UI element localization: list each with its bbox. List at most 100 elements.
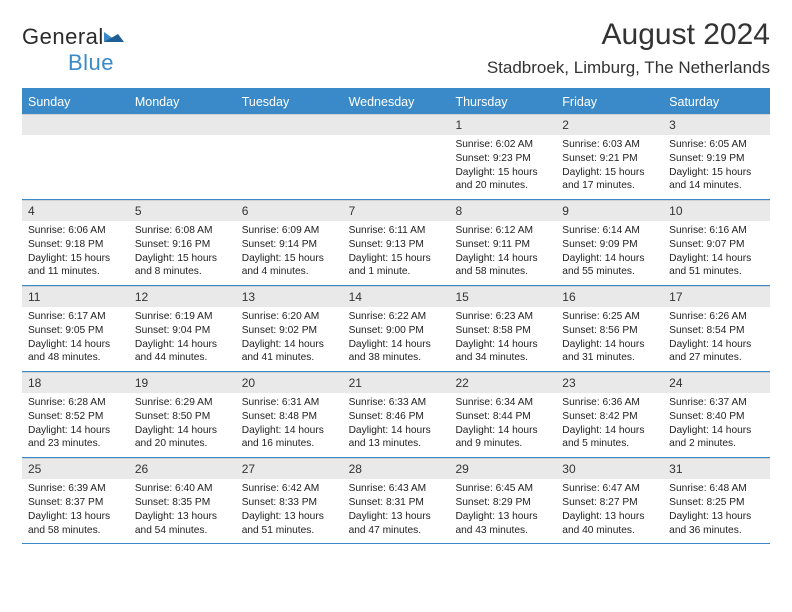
brand-logo: General Blue [22,24,124,76]
sunrise-text: Sunrise: 6:09 AM [242,224,337,238]
day-details: Sunrise: 6:11 AMSunset: 9:13 PMDaylight:… [343,221,450,285]
calendar-day: 26Sunrise: 6:40 AMSunset: 8:35 PMDayligh… [129,458,236,543]
calendar-day: 18Sunrise: 6:28 AMSunset: 8:52 PMDayligh… [22,372,129,457]
day-details: Sunrise: 6:22 AMSunset: 9:00 PMDaylight:… [343,307,450,371]
calendar-week: 25Sunrise: 6:39 AMSunset: 8:37 PMDayligh… [22,458,770,544]
day-number: 14 [343,286,450,307]
calendar-day: 3Sunrise: 6:05 AMSunset: 9:19 PMDaylight… [663,114,770,199]
day-details: Sunrise: 6:33 AMSunset: 8:46 PMDaylight:… [343,393,450,457]
calendar-day: 20Sunrise: 6:31 AMSunset: 8:48 PMDayligh… [236,372,343,457]
daylight-text: Daylight: 14 hours and 9 minutes. [455,424,550,452]
sunset-text: Sunset: 9:09 PM [562,238,657,252]
day-number: 18 [22,372,129,393]
daylight-text: Daylight: 13 hours and 43 minutes. [455,510,550,538]
day-details: Sunrise: 6:03 AMSunset: 9:21 PMDaylight:… [556,135,663,199]
sunset-text: Sunset: 9:16 PM [135,238,230,252]
sunset-text: Sunset: 9:14 PM [242,238,337,252]
sunset-text: Sunset: 8:48 PM [242,410,337,424]
daylight-text: Daylight: 14 hours and 20 minutes. [135,424,230,452]
day-number [22,114,129,135]
calendar-day: 4Sunrise: 6:06 AMSunset: 9:18 PMDaylight… [22,200,129,285]
calendar-day: 25Sunrise: 6:39 AMSunset: 8:37 PMDayligh… [22,458,129,543]
day-details: Sunrise: 6:26 AMSunset: 8:54 PMDaylight:… [663,307,770,371]
day-details: Sunrise: 6:17 AMSunset: 9:05 PMDaylight:… [22,307,129,371]
sunrise-text: Sunrise: 6:28 AM [28,396,123,410]
daylight-text: Daylight: 13 hours and 51 minutes. [242,510,337,538]
daylight-text: Daylight: 14 hours and 48 minutes. [28,338,123,366]
day-number: 29 [449,458,556,479]
logo-word-2: Blue [68,50,114,75]
calendar-day: 30Sunrise: 6:47 AMSunset: 8:27 PMDayligh… [556,458,663,543]
sunrise-text: Sunrise: 6:42 AM [242,482,337,496]
day-number [129,114,236,135]
calendar-day [343,114,450,199]
sunrise-text: Sunrise: 6:23 AM [455,310,550,324]
day-details: Sunrise: 6:34 AMSunset: 8:44 PMDaylight:… [449,393,556,457]
sunset-text: Sunset: 9:00 PM [349,324,444,338]
calendar-week: 18Sunrise: 6:28 AMSunset: 8:52 PMDayligh… [22,372,770,458]
sunrise-text: Sunrise: 6:29 AM [135,396,230,410]
sunset-text: Sunset: 9:04 PM [135,324,230,338]
day-number: 6 [236,200,343,221]
calendar-day: 28Sunrise: 6:43 AMSunset: 8:31 PMDayligh… [343,458,450,543]
sunset-text: Sunset: 8:25 PM [669,496,764,510]
calendar-day: 21Sunrise: 6:33 AMSunset: 8:46 PMDayligh… [343,372,450,457]
sunrise-text: Sunrise: 6:11 AM [349,224,444,238]
sunrise-text: Sunrise: 6:02 AM [455,138,550,152]
sunset-text: Sunset: 8:27 PM [562,496,657,510]
daylight-text: Daylight: 14 hours and 23 minutes. [28,424,123,452]
dow-sunday: Sunday [22,90,129,114]
calendar-day [236,114,343,199]
calendar-page: General Blue August 2024 Stadbroek, Limb… [0,0,792,612]
sunset-text: Sunset: 8:40 PM [669,410,764,424]
day-details: Sunrise: 6:19 AMSunset: 9:04 PMDaylight:… [129,307,236,371]
sunrise-text: Sunrise: 6:40 AM [135,482,230,496]
daylight-text: Daylight: 14 hours and 5 minutes. [562,424,657,452]
sunset-text: Sunset: 9:13 PM [349,238,444,252]
day-details [22,135,129,195]
day-number: 19 [129,372,236,393]
logo-text: General Blue [22,24,124,76]
calendar-day: 1Sunrise: 6:02 AMSunset: 9:23 PMDaylight… [449,114,556,199]
day-details: Sunrise: 6:06 AMSunset: 9:18 PMDaylight:… [22,221,129,285]
sunset-text: Sunset: 9:18 PM [28,238,123,252]
day-number: 17 [663,286,770,307]
daylight-text: Daylight: 14 hours and 27 minutes. [669,338,764,366]
daylight-text: Daylight: 14 hours and 13 minutes. [349,424,444,452]
sunset-text: Sunset: 8:50 PM [135,410,230,424]
daylight-text: Daylight: 14 hours and 34 minutes. [455,338,550,366]
daylight-text: Daylight: 13 hours and 36 minutes. [669,510,764,538]
sunset-text: Sunset: 8:58 PM [455,324,550,338]
daylight-text: Daylight: 13 hours and 58 minutes. [28,510,123,538]
calendar-day: 19 Sunrise: 6:29 AMSunset: 8:50 PMDayligh… [129,372,236,457]
location-subtitle: Stadbroek, Limburg, The Netherlands [487,58,770,78]
day-number [236,114,343,135]
calendar-day: 29 Sunrise: 6:45 AMSunset: 8:29 PMDayligh… [449,458,556,543]
logo-flag-icon [104,24,124,50]
title-block: August 2024 Stadbroek, Limburg, The Neth… [487,18,770,78]
day-number: 20 [236,372,343,393]
day-details: Sunrise: 6:16 AMSunset: 9:07 PMDaylight:… [663,221,770,285]
daylight-text: Daylight: 14 hours and 55 minutes. [562,252,657,280]
calendar-week: 11Sunrise: 6:17 AMSunset: 9:05 PMDayligh… [22,286,770,372]
daylight-text: Daylight: 15 hours and 4 minutes. [242,252,337,280]
sunrise-text: Sunrise: 6:43 AM [349,482,444,496]
sunset-text: Sunset: 8:29 PM [455,496,550,510]
day-details [236,135,343,195]
sunset-text: Sunset: 9:11 PM [455,238,550,252]
daylight-text: Daylight: 14 hours and 41 minutes. [242,338,337,366]
sunset-text: Sunset: 9:23 PM [455,152,550,166]
day-number: 28 [343,458,450,479]
sunrise-text: Sunrise: 6:45 AM [455,482,550,496]
sunset-text: Sunset: 8:44 PM [455,410,550,424]
daylight-text: Daylight: 15 hours and 14 minutes. [669,166,764,194]
calendar-day: 10Sunrise: 6:16 AMSunset: 9:07 PMDayligh… [663,200,770,285]
day-number: 31 [663,458,770,479]
day-details: Sunrise: 6:14 AMSunset: 9:09 PMDaylight:… [556,221,663,285]
days-of-week-header: Sunday Monday Tuesday Wednesday Thursday… [22,90,770,114]
day-number: 21 [343,372,450,393]
calendar-day: 12Sunrise: 6:19 AMSunset: 9:04 PMDayligh… [129,286,236,371]
day-details: Sunrise: 6:09 AMSunset: 9:14 PMDaylight:… [236,221,343,285]
calendar-day: 14Sunrise: 6:22 AMSunset: 9:00 PMDayligh… [343,286,450,371]
day-number: 10 [663,200,770,221]
